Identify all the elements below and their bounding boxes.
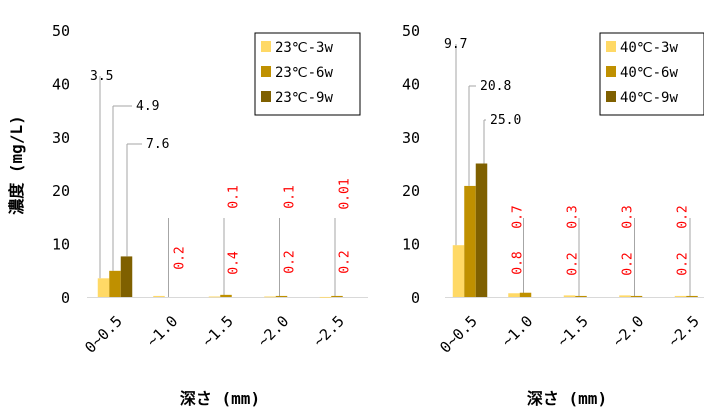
legend-box bbox=[599, 32, 704, 116]
data-label: 9.7 bbox=[444, 37, 467, 52]
bar-1-3 bbox=[563, 295, 576, 297]
bar-1-1 bbox=[452, 245, 465, 297]
legend: 23℃-3w 23℃-6w 23℃-9w bbox=[254, 32, 361, 116]
bar-1-5 bbox=[674, 295, 687, 297]
legend-swatch bbox=[261, 41, 271, 52]
data-label: 4.9 bbox=[136, 99, 159, 114]
data-label: 0.4 bbox=[227, 251, 242, 275]
bar-2-1 bbox=[109, 270, 121, 297]
data-label: 0.2 bbox=[173, 246, 188, 269]
bar-2-5 bbox=[331, 295, 343, 297]
legend: 40℃-3w 40℃-6w 40℃-9w bbox=[599, 32, 704, 116]
y-tick-label: 40 bbox=[52, 75, 70, 93]
bar-1-1 bbox=[97, 278, 110, 297]
x-tick-label: ~2.0 bbox=[254, 312, 292, 350]
bar-2-1 bbox=[464, 185, 476, 297]
y-tick-label: 10 bbox=[402, 236, 420, 254]
data-label: 0.1 bbox=[283, 185, 298, 208]
x-tick-label: ~2.0 bbox=[609, 312, 647, 350]
legend-swatch bbox=[606, 66, 616, 77]
x-tick-label: ~1.0 bbox=[143, 312, 181, 350]
x-tick-label: ~1.5 bbox=[554, 312, 592, 350]
data-label: 0.2 bbox=[283, 250, 298, 273]
y-tick-label: 0 bbox=[411, 289, 420, 307]
legend-swatch bbox=[261, 66, 271, 77]
y-tick-label: 50 bbox=[52, 22, 70, 40]
data-label: 7.6 bbox=[146, 137, 169, 152]
data-label: 0.1 bbox=[227, 185, 242, 208]
legend-box bbox=[254, 32, 361, 116]
x-tick-label: ~1.5 bbox=[199, 312, 237, 350]
bar-2-3 bbox=[575, 295, 587, 297]
bar-1-3 bbox=[208, 296, 221, 298]
data-label: 0.2 bbox=[676, 252, 691, 275]
x-tick-label: 0~0.5 bbox=[81, 312, 126, 357]
y-tick-label: 0 bbox=[61, 289, 70, 307]
y-tick-label: 20 bbox=[52, 182, 70, 200]
bar-2-3 bbox=[220, 294, 232, 297]
data-label: 0.3 bbox=[566, 205, 581, 228]
data-label: 0.3 bbox=[621, 205, 636, 228]
y-tick-label: 20 bbox=[402, 182, 420, 200]
bar-1-5 bbox=[319, 296, 332, 298]
bar-2-2 bbox=[519, 292, 532, 297]
x-axis-title: 深さ (mm) bbox=[527, 389, 607, 408]
bar-3-1 bbox=[475, 163, 488, 297]
y-tick-label: 10 bbox=[52, 236, 70, 254]
legend-swatch bbox=[261, 91, 271, 102]
bar-3-1 bbox=[120, 256, 133, 297]
y-tick-label: 50 bbox=[402, 22, 420, 40]
data-label: 0.2 bbox=[676, 205, 691, 228]
data-label: 20.8 bbox=[480, 79, 511, 94]
data-label: 3.5 bbox=[90, 69, 113, 84]
bar-2-4 bbox=[275, 295, 288, 297]
x-tick-label: ~1.0 bbox=[498, 312, 536, 350]
data-label: 0.8 bbox=[511, 251, 526, 274]
chart-panel-1: 0 10 20 30 40 50 3.5 4.9 7.6 0.2 0.1 0.4 0.1 0.2 0.01 0… bbox=[7, 22, 368, 408]
legend-entry: 40℃-3w bbox=[620, 40, 678, 56]
bar-1-2 bbox=[153, 295, 165, 297]
chart-panel-2: 0 10 20 30 40 50 9.7 20.8 25.0 0.7 0.8 0.3 0.2 0.3 0.2… bbox=[402, 22, 704, 408]
data-label: 25.0 bbox=[490, 113, 521, 128]
x-axis-title: 深さ (mm) bbox=[180, 389, 260, 408]
legend-entry: 23℃-3w bbox=[275, 40, 333, 56]
bar-2-5 bbox=[686, 295, 698, 297]
data-label: 0.7 bbox=[511, 205, 526, 228]
legend-swatch bbox=[606, 41, 616, 52]
x-tick-label: ~2.5 bbox=[665, 312, 703, 350]
x-tick-label: 0~0.5 bbox=[436, 312, 481, 357]
y-axis-title: 濃度 (mg/L) bbox=[7, 115, 26, 214]
y-tick-label: 30 bbox=[402, 129, 420, 147]
bar-1-4 bbox=[264, 296, 276, 298]
bar-1-2 bbox=[508, 293, 520, 297]
bar-1-4 bbox=[619, 295, 631, 297]
y-tick-label: 30 bbox=[52, 129, 70, 147]
legend-swatch bbox=[606, 91, 616, 102]
legend-entry: 23℃-6w bbox=[275, 65, 333, 81]
legend-entry: 40℃-9w bbox=[620, 90, 678, 106]
y-tick-label: 40 bbox=[402, 75, 420, 93]
data-label: 0.2 bbox=[338, 250, 353, 273]
bar-2-4 bbox=[630, 295, 643, 297]
legend-entry: 23℃-9w bbox=[275, 90, 333, 106]
legend-entry: 40℃-6w bbox=[620, 65, 678, 81]
data-label: 0.01 bbox=[338, 178, 353, 209]
x-tick-label: ~2.5 bbox=[310, 312, 348, 350]
data-label: 0.2 bbox=[621, 252, 636, 275]
data-label: 0.2 bbox=[566, 252, 581, 275]
